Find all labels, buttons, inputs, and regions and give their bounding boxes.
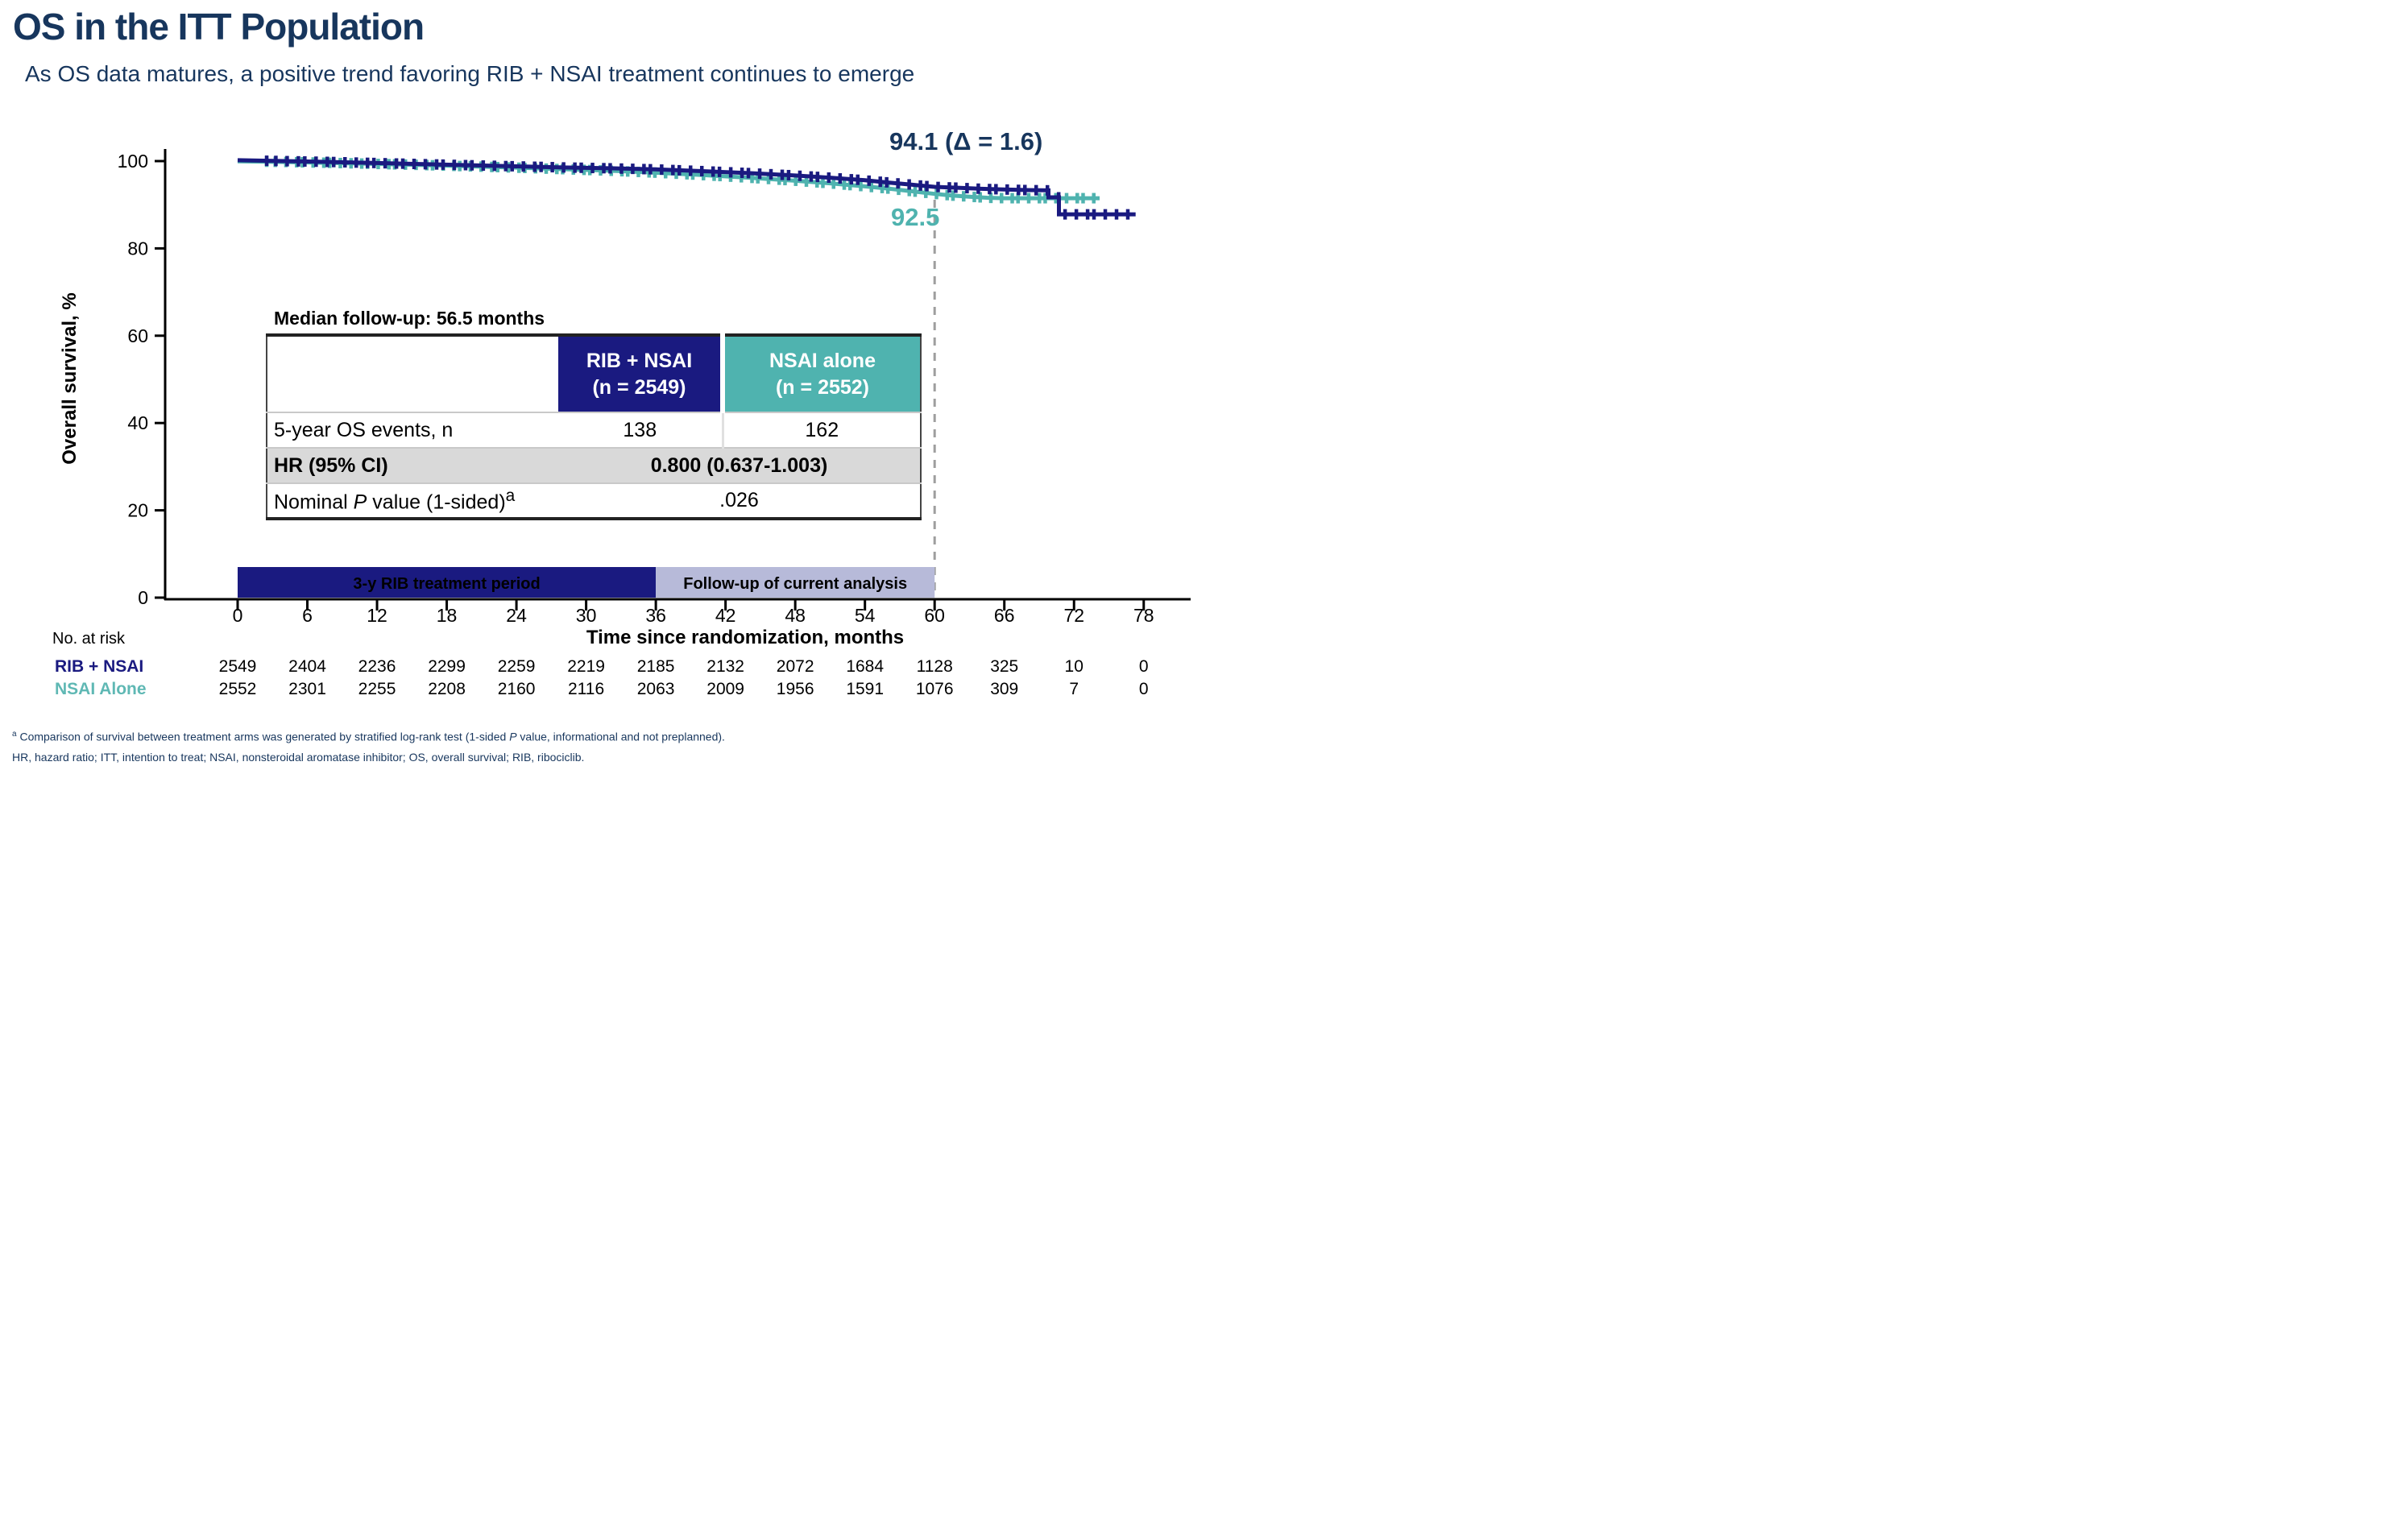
y-tick-label: 40 [127,412,148,433]
stats-header-nsai-alone: NSAI alone (n = 2552) [723,335,921,412]
hazard-ratio-label: HR (95% CI) [267,447,558,483]
x-tick-label: 18 [437,605,458,626]
no-at-risk-caption: No. at risk [52,630,126,648]
risk-value: 2208 [428,680,466,698]
os-events-rib-nsai: 138 [558,412,723,448]
rib-nsai-header-n: (n = 2549) [592,375,686,399]
risk-value: 2301 [288,680,326,698]
risk-value: 10 [1064,657,1083,676]
risk-value: 2063 [636,680,675,698]
x-tick-label: 78 [1133,605,1154,626]
risk-value: 2160 [497,680,536,698]
x-tick-label: 0 [233,605,243,626]
y-tick-label: 80 [127,238,148,259]
risk-value: 0 [1138,680,1149,698]
median-followup-caption: Median follow-up: 56.5 months [274,308,545,329]
stats-header-empty [267,335,558,412]
os-events-nsai-alone: 162 [721,412,921,448]
x-tick-label: 54 [855,605,876,626]
p-value-row: Nominal P value (1-sided)a .026 [267,482,921,519]
y-tick-label: 60 [127,325,148,346]
footnote-statistics: a Comparison of survival between treatme… [12,730,725,743]
os-events-row: 5-year OS events, n 138 162 [267,412,921,448]
os-events-label: 5-year OS events, n [267,412,558,448]
x-tick-label: 24 [506,605,527,626]
stats-header-row: RIB + NSAI (n = 2549) NSAI alone (n = 25… [267,335,921,412]
km-survival-chart: 0 20 40 60 80 100 0 6 12 18 24 30 36 42 48 54 60 66 72 78 3-… [118,149,1191,626]
x-tick-label: 48 [785,605,806,626]
rib-nsai-header-label: RIB + NSAI [586,350,693,372]
risk-value: 2552 [218,680,257,698]
risk-value: 1956 [776,680,814,698]
x-tick-label: 12 [367,605,387,626]
x-tick-label: 42 [715,605,736,626]
y-tick-label: 100 [118,151,148,172]
p-value-label: Nominal P value (1-sided)a [267,482,558,519]
risk-value: 2185 [636,657,675,676]
hazard-ratio-row: HR (95% CI) 0.800 (0.637-1.003) [267,447,921,483]
risk-value: 2116 [568,680,605,698]
x-tick-label: 66 [994,605,1015,626]
km-curve-1 [237,158,1136,217]
stats-header-rib-nsai: RIB + NSAI (n = 2549) [558,335,725,412]
x-tick-label: 72 [1063,605,1084,626]
p-value-value: .026 [558,482,921,519]
risk-value: 7 [1069,680,1079,698]
page-title: OS in the ITT Population [13,6,425,48]
x-tick-label: 60 [924,605,945,626]
x-tick-label: 6 [302,605,313,626]
risk-value: 2299 [428,657,466,676]
risk-value: 0 [1138,657,1149,676]
risk-value: 2259 [497,657,536,676]
risk-value: 1591 [846,680,885,698]
annotation-rib-nsai-5y-os: 94.1 (Δ = 1.6) [889,127,1043,155]
risk-value: 2009 [706,680,744,698]
risk-row-label-nsai-alone: NSAI Alone [55,680,147,698]
risk-value: 1076 [915,680,954,698]
risk-value: 2236 [358,657,396,676]
risk-value: 325 [990,657,1019,676]
y-axis-title: Overall survival, % [59,292,81,465]
period-bar-0 [238,567,657,598]
page-subtitle: As OS data matures, a positive trend fav… [25,61,915,86]
x-tick-label: 36 [645,605,666,626]
risk-value: 309 [990,680,1019,698]
risk-value: 2219 [567,657,605,676]
y-tick-label: 0 [138,587,148,608]
stats-panel: Median follow-up: 56.5 months RIB + NSAI… [266,308,923,520]
footnote-abbreviations: HR, hazard ratio; ITT, intention to trea… [12,751,585,764]
x-tick-label: 30 [576,605,597,626]
nsai-alone-header-label: NSAI alone [769,350,876,372]
nsai-alone-header-n: (n = 2552) [775,375,870,399]
risk-row-label-rib-nsai: RIB + NSAI [55,657,144,676]
x-axis-title: Time since randomization, months [586,627,905,648]
risk-value: 2255 [358,680,396,698]
risk-value: 2404 [288,657,326,676]
period-bar-label-0: 3-y RIB treatment period [353,575,540,593]
y-tick-label: 20 [127,500,148,521]
risk-value: 2072 [776,657,814,676]
stats-table: RIB + NSAI (n = 2549) NSAI alone (n = 25… [266,333,922,520]
risk-value: 1684 [846,657,885,676]
risk-value: 2132 [706,657,744,676]
hazard-ratio-value: 0.800 (0.637-1.003) [558,447,921,483]
risk-value: 2549 [218,657,257,676]
period-bar-1 [656,567,935,598]
annotation-nsai-alone-5y-os: 92.5 [891,203,940,231]
risk-value: 1128 [916,657,953,676]
period-bar-label-1: Follow-up of current analysis [683,575,907,593]
